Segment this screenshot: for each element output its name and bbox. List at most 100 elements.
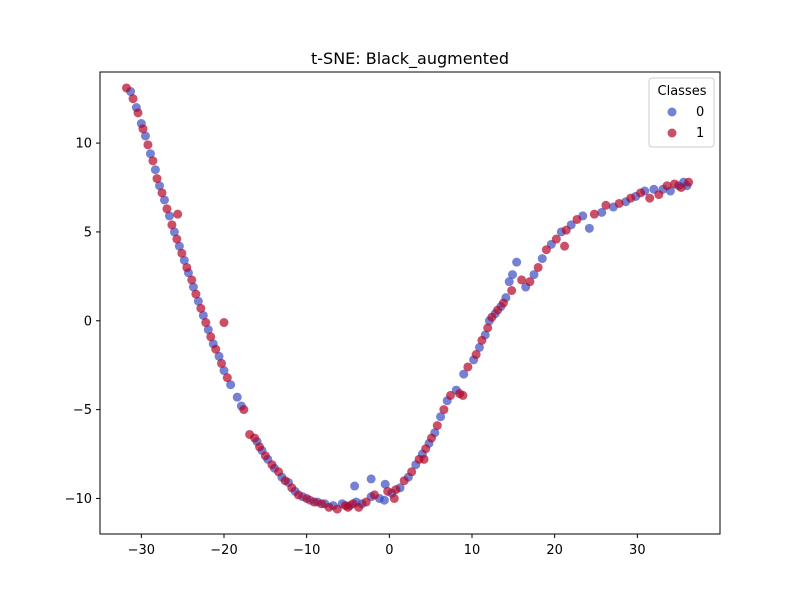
- data-point-class-1: [676, 183, 686, 192]
- data-point-class-0: [459, 369, 469, 379]
- x-axis-ticks: −30 −20 −10 0 10 20 30: [128, 534, 646, 558]
- legend-title: Classes: [658, 84, 707, 99]
- data-point-class-1: [560, 241, 570, 251]
- x-tick-label: −30: [128, 543, 155, 558]
- data-point-class-0: [145, 149, 155, 159]
- data-point-class-1: [463, 362, 473, 372]
- y-tick-label: −10: [65, 492, 92, 507]
- data-point-class-1: [121, 83, 131, 93]
- data-point-class-1: [354, 502, 364, 512]
- data-point-class-0: [508, 270, 518, 280]
- data-point-class-0: [219, 366, 229, 376]
- data-point-class-1: [219, 318, 229, 328]
- points-layer: [121, 83, 694, 514]
- data-point-class-0: [174, 241, 184, 251]
- y-tick-label: 5: [84, 225, 92, 240]
- data-point-class-1: [211, 344, 221, 354]
- data-point-class-1: [507, 286, 517, 296]
- data-point-class-1: [182, 262, 192, 272]
- data-point-class-0: [159, 195, 169, 205]
- y-tick-label: 0: [84, 314, 92, 329]
- legend-label-class-1: 1: [696, 126, 704, 141]
- data-point-class-0: [179, 255, 189, 265]
- data-point-class-1: [138, 124, 148, 134]
- data-point-class-1: [426, 433, 436, 443]
- data-point-class-0: [474, 342, 484, 352]
- data-point-class-1: [167, 220, 177, 230]
- data-point-class-1: [551, 234, 561, 244]
- data-point-class-1: [389, 493, 399, 503]
- data-point-class-1: [173, 209, 183, 219]
- data-point-class-1: [369, 490, 379, 500]
- data-point-class-1: [614, 198, 624, 208]
- data-point-class-1: [245, 429, 255, 439]
- data-point-class-0: [597, 207, 607, 217]
- data-point-class-0: [584, 223, 594, 233]
- data-point-class-1: [525, 277, 535, 287]
- data-point-class-1: [196, 303, 206, 313]
- data-point-class-1: [446, 390, 456, 400]
- data-point-class-1: [201, 318, 211, 328]
- data-point-class-0: [214, 351, 224, 361]
- data-point-class-1: [239, 405, 249, 415]
- data-point-class-1: [471, 350, 481, 360]
- data-point-class-1: [128, 94, 138, 104]
- data-point-class-1: [684, 177, 694, 187]
- data-point-class-1: [458, 390, 468, 400]
- data-point-class-0: [198, 310, 208, 320]
- data-point-class-0: [155, 181, 165, 191]
- data-point-class-1: [260, 451, 270, 461]
- legend-marker-class-1: [667, 128, 677, 138]
- legend-label-class-0: 0: [696, 105, 704, 120]
- data-point-class-1: [267, 460, 277, 470]
- data-point-class-0: [188, 282, 198, 292]
- data-point-class-1: [157, 188, 167, 198]
- data-point-class-1: [187, 275, 197, 285]
- data-point-class-1: [222, 373, 232, 383]
- data-point-class-0: [529, 270, 539, 280]
- data-point-class-0: [366, 474, 376, 484]
- data-point-class-1: [332, 504, 342, 514]
- data-point-class-1: [561, 225, 571, 235]
- data-point-class-1: [274, 467, 284, 477]
- legend-marker-class-0: [667, 107, 677, 117]
- data-point-class-1: [177, 248, 187, 258]
- data-point-class-1: [572, 214, 582, 224]
- data-point-class-1: [191, 289, 201, 299]
- data-point-class-0: [436, 412, 446, 422]
- x-tick-label: 10: [464, 543, 481, 558]
- data-point-class-0: [140, 131, 150, 141]
- chart-title: t-SNE: Black_augmented: [311, 49, 509, 69]
- data-point-class-0: [226, 380, 236, 390]
- data-point-class-0: [232, 392, 242, 402]
- data-point-class-1: [636, 188, 646, 198]
- data-point-class-1: [293, 490, 303, 500]
- data-point-class-1: [541, 245, 551, 255]
- data-point-class-1: [419, 454, 429, 464]
- data-point-class-1: [487, 312, 497, 322]
- data-point-class-1: [533, 262, 543, 272]
- y-tick-label: 10: [75, 137, 92, 152]
- data-point-class-1: [143, 140, 153, 150]
- legend: Classes 0 1: [648, 77, 715, 148]
- data-point-class-1: [343, 502, 353, 512]
- data-point-class-1: [152, 174, 162, 184]
- data-point-class-1: [255, 442, 265, 452]
- data-point-class-1: [493, 305, 503, 315]
- plot-area-frame: [99, 71, 721, 535]
- data-point-class-1: [287, 483, 297, 493]
- data-point-class-1: [589, 209, 599, 219]
- data-point-class-1: [162, 204, 172, 214]
- y-axis-ticks: −10 −5 0 5 10: [65, 137, 100, 507]
- data-point-class-1: [407, 467, 417, 477]
- x-tick-label: −20: [210, 543, 237, 558]
- x-tick-label: 0: [385, 543, 393, 558]
- x-tick-label: 30: [629, 543, 646, 558]
- data-point-class-0: [504, 277, 514, 287]
- x-tick-label: 20: [546, 543, 563, 558]
- data-point-class-1: [645, 193, 655, 203]
- data-point-class-0: [350, 481, 360, 491]
- data-point-class-1: [133, 108, 143, 118]
- data-point-class-1: [439, 405, 449, 415]
